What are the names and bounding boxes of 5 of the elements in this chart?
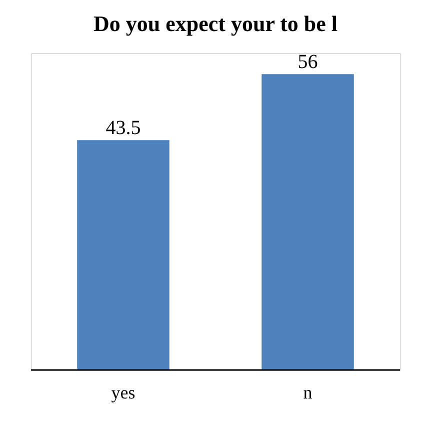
x-tick-label: yes (111, 382, 136, 402)
chart-title: Do you expect your to be l (93, 11, 338, 36)
x-tick-label: n (303, 382, 312, 402)
data-label: 56 (298, 51, 318, 74)
data-label: 43.5 (106, 117, 141, 140)
